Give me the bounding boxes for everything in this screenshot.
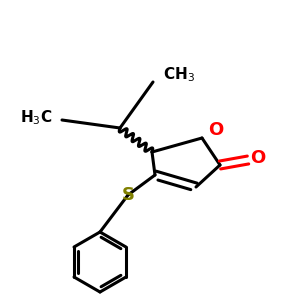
Text: O: O: [250, 149, 266, 167]
Text: H$_3$C: H$_3$C: [20, 109, 52, 127]
Text: S: S: [122, 186, 134, 204]
Text: CH$_3$: CH$_3$: [163, 66, 195, 84]
Text: O: O: [208, 121, 224, 139]
